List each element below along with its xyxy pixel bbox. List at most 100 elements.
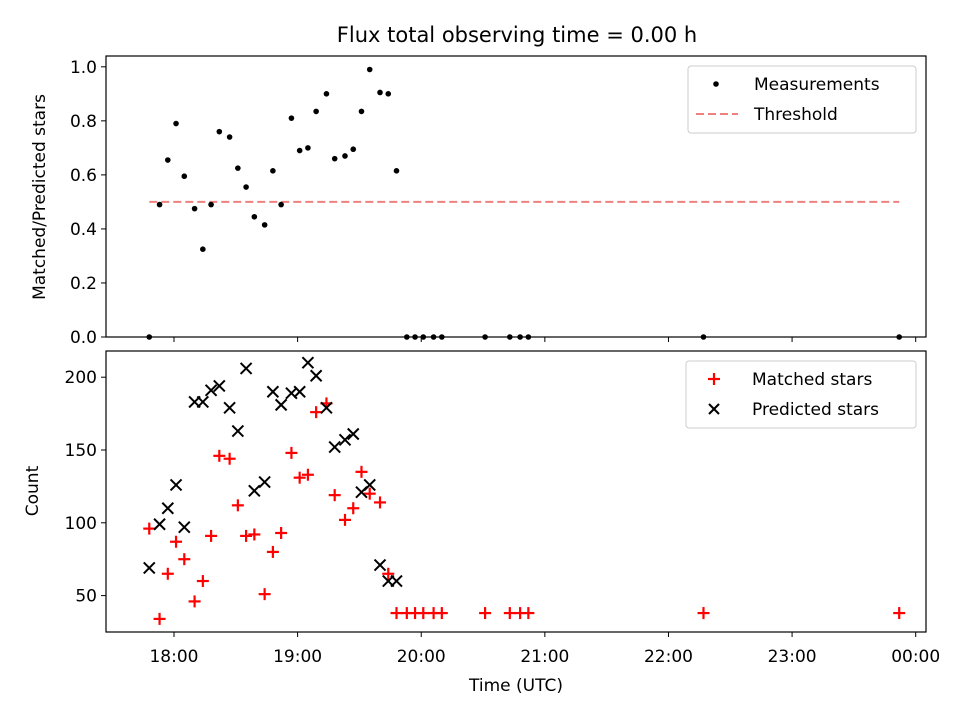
legend-matched-label: Matched stars — [752, 370, 872, 390]
matched-star-point — [363, 487, 376, 500]
measurement-point — [200, 246, 206, 252]
predicted-star-point — [347, 427, 360, 441]
predicted-star-point — [161, 502, 175, 515]
matched-star-point — [374, 496, 387, 509]
top-legend-box — [687, 65, 917, 134]
bottom-legend: Matched stars Predicted stars — [685, 360, 917, 429]
measurement-point — [165, 157, 171, 163]
matched-star-point — [697, 607, 710, 620]
predicted-star-point — [266, 385, 280, 398]
x-axis-label: Time (UTC) — [468, 676, 563, 696]
measurement-point — [393, 168, 400, 174]
measurement-point — [288, 115, 295, 121]
matched-star-point — [275, 526, 288, 539]
matched-star-point — [258, 588, 271, 601]
y-tick-label: 150 — [65, 441, 97, 461]
measurement-point — [156, 201, 163, 208]
predicted-star-point — [143, 561, 156, 575]
matched-star-point — [310, 406, 323, 419]
measurement-point — [385, 91, 392, 97]
bottom-y-axis-label: Count — [23, 465, 43, 516]
matched-star-point — [213, 449, 226, 462]
legend-measurements-label: Measurements — [754, 75, 880, 95]
measurement-point — [377, 89, 383, 96]
predicted-star-point — [338, 433, 352, 447]
x-tick-label: 20:00 — [397, 647, 446, 667]
y-tick-label: 0.8 — [70, 112, 97, 132]
matched-star-point — [285, 446, 298, 459]
bottom-panel: 50 100 150 200 18:00 19:00 20:00 21:00 22:00 23:… — [23, 350, 940, 696]
measurement-point — [243, 184, 249, 190]
predicted-star-point — [239, 362, 253, 375]
predicted-star-point — [258, 475, 271, 489]
matched-star-point — [347, 502, 360, 515]
top-y-axis-label: Matched/Predicted stars — [30, 94, 50, 300]
y-tick-label: 0.0 — [70, 328, 97, 348]
measurement-point — [261, 222, 268, 228]
x-tick-label: 21:00 — [520, 647, 569, 667]
predicted-star-point — [196, 395, 210, 409]
measurement-point — [251, 213, 258, 220]
legend-threshold-label: Threshold — [753, 105, 838, 125]
matched-star-point — [161, 567, 174, 580]
top-plot-area — [146, 66, 903, 340]
predicted-star-point — [293, 385, 306, 398]
matched-star-point — [153, 612, 166, 625]
matched-star-point — [293, 471, 306, 484]
measurement-point — [296, 147, 303, 154]
measurement-point — [181, 173, 188, 180]
predicted-star-point — [301, 356, 315, 369]
top-panel: Flux total observing time = 0.00 h 0.00.… — [30, 23, 927, 348]
matched-star-point — [196, 575, 209, 588]
matched-star-point — [188, 595, 201, 608]
matched-star-point — [240, 529, 253, 542]
measurement-point — [216, 128, 223, 135]
matched-star-point — [231, 499, 244, 512]
x-tick-label: 18:00 — [149, 647, 198, 667]
measurement-point — [342, 153, 348, 159]
top-x-ticks — [173, 337, 917, 342]
measurement-point — [358, 108, 365, 115]
matched-star-point — [435, 607, 448, 620]
predicted-star-point — [178, 520, 191, 534]
predicted-star-point — [204, 384, 218, 397]
predicted-star-point — [320, 401, 333, 414]
predicted-star-point — [328, 440, 341, 454]
bottom-x-ticks: 18:00 19:00 20:00 21:00 22:00 23:00 00:00 — [149, 632, 940, 667]
measurement-point — [278, 201, 284, 208]
y-tick-label: 0.4 — [70, 220, 97, 240]
measurement-point — [226, 134, 233, 140]
measurement-point — [235, 165, 241, 171]
matched-star-point — [266, 545, 279, 558]
bottom-axes-frame — [105, 350, 927, 633]
x-tick-label: 23:00 — [768, 647, 817, 667]
predicted-star-point — [373, 558, 387, 572]
x-tick-label: 00:00 — [891, 647, 940, 667]
matched-star-point — [223, 452, 236, 465]
y-tick-label: 0.2 — [70, 274, 97, 294]
x-tick-label: 19:00 — [273, 647, 322, 667]
predicted-star-point — [223, 401, 236, 414]
measurement-point — [313, 108, 319, 115]
predicted-star-point — [231, 424, 245, 438]
y-tick-label: 200 — [65, 368, 97, 388]
measurement-point — [331, 155, 338, 162]
matched-star-point — [170, 535, 183, 548]
y-tick-label: 100 — [65, 514, 97, 534]
matched-star-point — [479, 607, 492, 620]
top-y-ticks: 0.0 0.2 0.4 0.6 0.8 1.0 — [70, 58, 106, 348]
matched-star-point — [382, 567, 395, 580]
measurement-point — [173, 120, 179, 127]
bottom-legend-box — [685, 360, 917, 429]
matched-star-point — [143, 522, 156, 535]
measurement-point — [323, 91, 330, 97]
predicted-star-point — [248, 484, 261, 497]
matched-star-point — [390, 607, 403, 620]
bottom-y-ticks: 50 100 150 200 — [65, 368, 106, 607]
legend-measurements-marker — [713, 81, 719, 87]
predicted-star-point — [274, 398, 288, 412]
predicted-star-point — [390, 574, 403, 588]
matched-star-point — [178, 553, 191, 566]
matched-star-point — [893, 607, 906, 620]
